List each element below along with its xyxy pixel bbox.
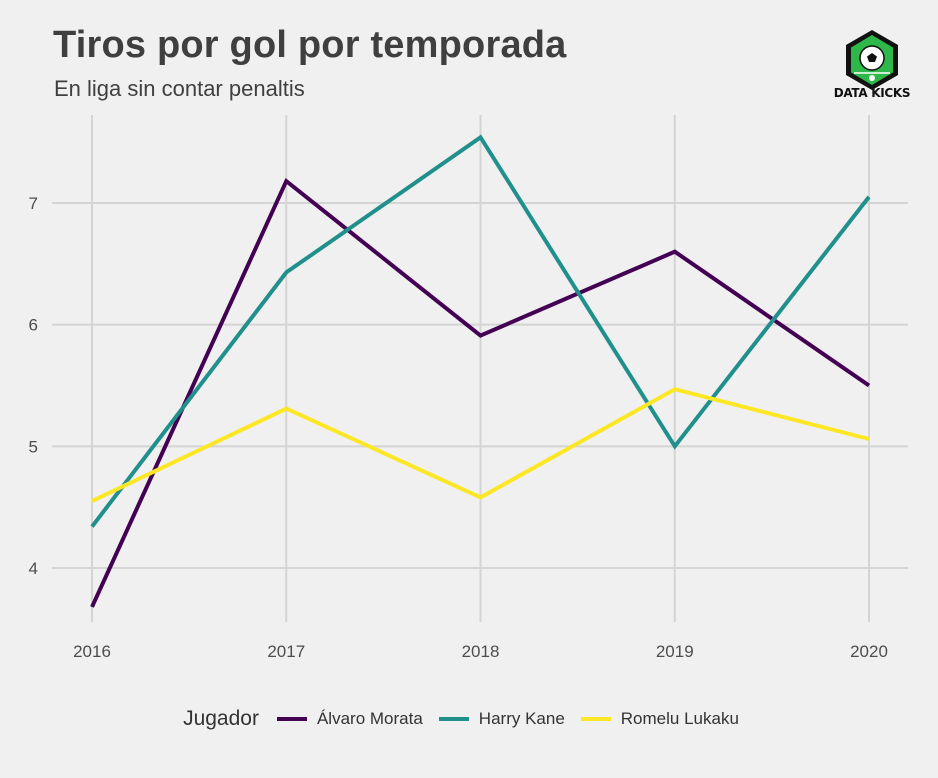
y-tick-label: 5 xyxy=(29,437,38,456)
y-axis-ticks: 4 5 6 7 xyxy=(29,194,38,578)
legend-swatch xyxy=(438,717,469,721)
series-line-2 xyxy=(90,134,871,528)
x-axis-ticks: 2016 2017 2018 2019 2020 xyxy=(73,642,888,661)
series-line-1 xyxy=(90,177,871,608)
legend-item: Romelu Lukaku xyxy=(580,709,739,729)
series-lines xyxy=(90,134,871,608)
y-tick-label: 4 xyxy=(29,559,38,578)
legend-label: Romelu Lukaku xyxy=(620,709,739,728)
x-tick-label: 2017 xyxy=(267,642,305,661)
legend-label: Álvaro Morata xyxy=(316,709,423,728)
chart-subtitle: En liga sin contar penaltis xyxy=(54,76,305,101)
x-tick-label: 2020 xyxy=(850,642,888,661)
legend-swatch xyxy=(276,717,307,721)
x-tick-label: 2019 xyxy=(656,642,694,661)
x-tick-label: 2018 xyxy=(462,642,500,661)
legend-label: Harry Kane xyxy=(478,709,565,728)
chart-title: Tiros por gol por temporada xyxy=(53,24,567,66)
x-tick-label: 2016 xyxy=(73,642,111,661)
soccer-ball-icon xyxy=(846,30,898,90)
legend-title: Jugador xyxy=(183,707,259,730)
data-kicks-logo xyxy=(846,30,898,90)
line-chart: 2016 2017 2018 2019 2020 4 5 6 7 xyxy=(29,115,908,661)
logo-text: DATA KICKS xyxy=(833,86,911,100)
legend-item: Harry Kane xyxy=(438,709,565,729)
legend-swatch xyxy=(580,717,611,721)
y-tick-label: 7 xyxy=(29,194,38,213)
series-line-3 xyxy=(91,387,870,503)
legend: Jugador Álvaro Morata Harry Kane Romelu Lu… xyxy=(0,702,938,736)
y-tick-label: 6 xyxy=(29,316,38,335)
legend-item: Álvaro Morata xyxy=(276,709,423,729)
grid-lines xyxy=(52,115,908,622)
